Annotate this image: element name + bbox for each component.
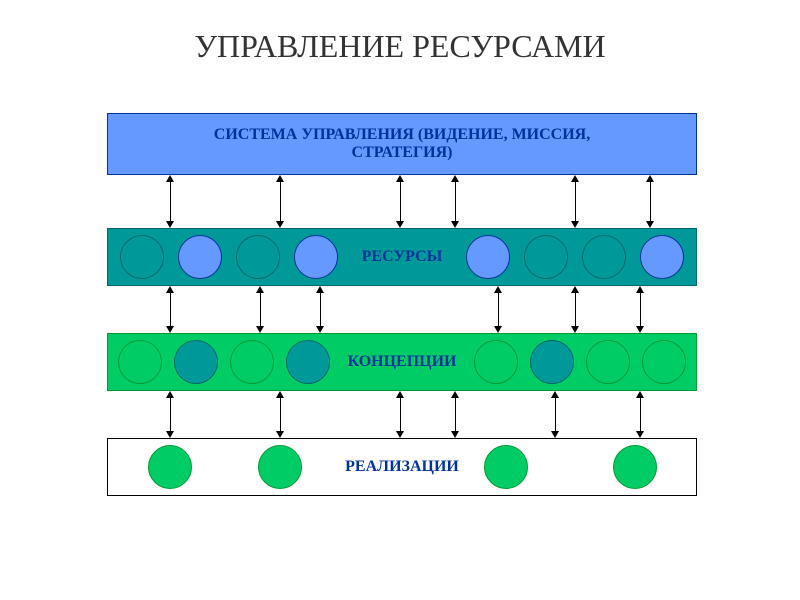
node-concepts-5 <box>530 340 574 384</box>
node-concepts-2 <box>230 340 274 384</box>
arrow-line <box>320 290 321 329</box>
node-concepts-6 <box>586 340 630 384</box>
band-label-concepts: КОНЦЕПЦИИ <box>348 353 457 371</box>
arrow-head-up-icon <box>166 175 174 182</box>
arrow-head-down-icon <box>646 221 654 228</box>
node-resources-5 <box>524 235 568 279</box>
node-concepts-4 <box>474 340 518 384</box>
arrow-head-down-icon <box>451 431 459 438</box>
arrow-head-down-icon <box>396 431 404 438</box>
arrow-head-down-icon <box>256 326 264 333</box>
node-concepts-0 <box>118 340 162 384</box>
arrow-line <box>400 179 401 224</box>
node-concepts-1 <box>174 340 218 384</box>
node-implementations-1 <box>258 445 302 489</box>
arrow-head-up-icon <box>636 391 644 398</box>
node-resources-1 <box>178 235 222 279</box>
arrow-head-up-icon <box>316 286 324 293</box>
arrow-head-up-icon <box>636 286 644 293</box>
arrow-line <box>400 395 401 434</box>
arrow-head-down-icon <box>166 221 174 228</box>
arrow-line <box>170 290 171 329</box>
node-resources-0 <box>120 235 164 279</box>
diagram-title: УПРАВЛЕНИЕ РЕСУРСАМИ <box>0 28 800 65</box>
arrow-head-up-icon <box>396 391 404 398</box>
arrow-line <box>455 179 456 224</box>
node-implementations-3 <box>613 445 657 489</box>
band-implementations: РЕАЛИЗАЦИИ <box>107 438 697 496</box>
band-label-management: СИСТЕМА УПРАВЛЕНИЯ (ВИДЕНИЕ, МИССИЯ, СТР… <box>214 126 590 162</box>
arrow-head-down-icon <box>316 326 324 333</box>
arrow-head-up-icon <box>276 175 284 182</box>
node-concepts-3 <box>286 340 330 384</box>
arrow-head-up-icon <box>551 391 559 398</box>
arrow-line <box>280 179 281 224</box>
node-resources-3 <box>294 235 338 279</box>
arrow-head-down-icon <box>571 326 579 333</box>
node-concepts-7 <box>642 340 686 384</box>
arrow-head-up-icon <box>276 391 284 398</box>
arrow-head-down-icon <box>166 326 174 333</box>
arrow-head-down-icon <box>494 326 502 333</box>
arrow-head-up-icon <box>166 391 174 398</box>
arrow-line <box>640 395 641 434</box>
arrow-head-up-icon <box>646 175 654 182</box>
node-resources-4 <box>466 235 510 279</box>
arrow-head-down-icon <box>636 431 644 438</box>
band-management: СИСТЕМА УПРАВЛЕНИЯ (ВИДЕНИЕ, МИССИЯ, СТР… <box>107 113 697 175</box>
arrow-line <box>170 179 171 224</box>
arrow-head-down-icon <box>276 431 284 438</box>
arrow-line <box>170 395 171 434</box>
node-resources-2 <box>236 235 280 279</box>
arrow-line <box>260 290 261 329</box>
arrow-line <box>575 179 576 224</box>
band-label-implementations: РЕАЛИЗАЦИИ <box>345 458 459 476</box>
arrow-head-down-icon <box>451 221 459 228</box>
arrow-head-up-icon <box>571 175 579 182</box>
arrow-line <box>555 395 556 434</box>
node-resources-6 <box>582 235 626 279</box>
arrow-line <box>280 395 281 434</box>
node-resources-7 <box>640 235 684 279</box>
node-implementations-0 <box>148 445 192 489</box>
arrow-head-up-icon <box>451 391 459 398</box>
arrow-line <box>640 290 641 329</box>
arrow-head-down-icon <box>571 221 579 228</box>
arrow-line <box>575 290 576 329</box>
arrow-head-up-icon <box>494 286 502 293</box>
arrow-line <box>498 290 499 329</box>
node-implementations-2 <box>484 445 528 489</box>
arrow-head-down-icon <box>551 431 559 438</box>
arrow-head-up-icon <box>256 286 264 293</box>
arrow-head-down-icon <box>636 326 644 333</box>
arrow-head-up-icon <box>396 175 404 182</box>
arrow-head-down-icon <box>166 431 174 438</box>
arrow-head-up-icon <box>166 286 174 293</box>
arrow-head-up-icon <box>571 286 579 293</box>
arrow-head-down-icon <box>396 221 404 228</box>
diagram-stage: УПРАВЛЕНИЕ РЕСУРСАМИ СИСТЕМА УПРАВЛЕНИЯ (… <box>0 0 800 600</box>
band-label-resources: РЕСУРСЫ <box>362 248 443 266</box>
arrow-line <box>650 179 651 224</box>
arrow-head-down-icon <box>276 221 284 228</box>
arrow-head-up-icon <box>451 175 459 182</box>
arrow-line <box>455 395 456 434</box>
